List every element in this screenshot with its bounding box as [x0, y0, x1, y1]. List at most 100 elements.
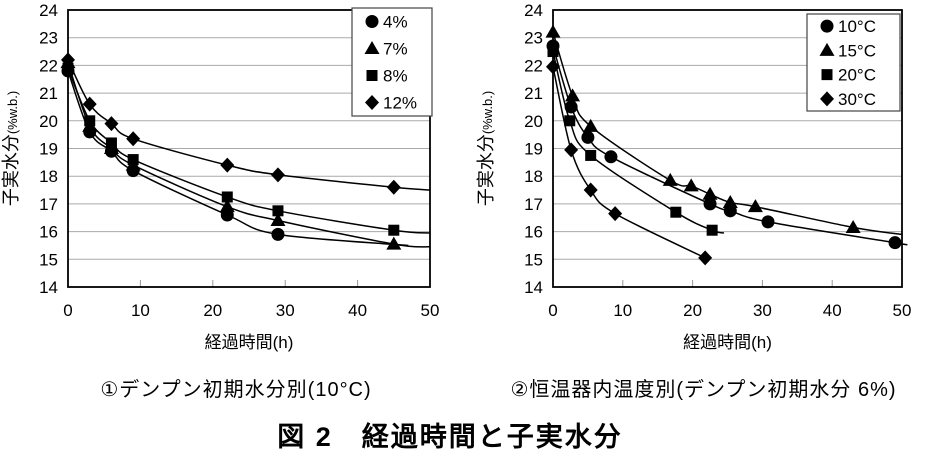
y-tick-label: 20: [524, 112, 543, 131]
series-markers-20°C: [547, 46, 718, 236]
marker-square: [821, 69, 833, 81]
y-tick-label: 23: [524, 29, 543, 48]
chart-left: 14 15 16 17 18 19 20 21 22 23 24 0 10 20 30 40 50 経過時間(h)…: [1, 1, 439, 352]
y-tick-label: 22: [39, 56, 58, 75]
marker-diamond: [270, 167, 285, 183]
marker-square: [547, 46, 559, 58]
y-tick-label: 24: [524, 1, 543, 20]
x-tick-label: 10: [613, 301, 632, 320]
marker-triangle: [747, 199, 763, 213]
marker-triangle: [545, 24, 561, 38]
marker-diamond: [564, 142, 579, 158]
marker-triangle: [583, 118, 599, 132]
y-tick-label: 17: [524, 195, 543, 214]
x-tick-label: 30: [276, 301, 295, 320]
charts-canvas: 14 15 16 17 18 19 20 21 22 23 24 0 10 20 30 40 50 経過時間(h)…: [1, 1, 912, 352]
caption-chart-left: ①デンプン初期水分別(10°C): [100, 379, 372, 401]
marker-circle: [604, 150, 618, 164]
marker-triangle: [386, 236, 402, 250]
x-tick-label: 20: [203, 301, 222, 320]
y-tick-label: 21: [39, 84, 58, 103]
marker-triangle: [722, 195, 738, 209]
y-tick-label: 17: [39, 195, 58, 214]
y-tick-label: 14: [39, 278, 58, 297]
y-axis-title: 子実水分(%w.b.): [476, 91, 496, 206]
marker-square: [221, 191, 233, 203]
y-tick-label: 22: [524, 56, 543, 75]
legend-box: [351, 7, 433, 117]
series-line-20°C: [552, 51, 725, 234]
marker-diamond: [583, 182, 598, 198]
marker-diamond: [104, 116, 119, 132]
y-tick-label: 15: [39, 250, 58, 269]
marker-square: [706, 224, 718, 236]
marker-square: [585, 149, 597, 161]
marker-triangle: [219, 199, 235, 213]
legend-label-20°C: 20°C: [838, 66, 876, 85]
y-tick-label: 14: [524, 278, 543, 297]
marker-triangle: [702, 186, 718, 200]
plot-border: [552, 9, 903, 288]
marker-diamond: [820, 91, 834, 107]
y-tick-label: 16: [524, 223, 543, 242]
x-tick-label: 10: [131, 301, 150, 320]
marker-diamond: [386, 179, 401, 195]
marker-diamond: [220, 157, 235, 173]
y-tick-label: 15: [524, 250, 543, 269]
marker-diamond: [365, 95, 379, 110]
x-tick-label: 0: [548, 301, 557, 320]
plot-border: [67, 9, 431, 288]
legend: 4% 7% 8% 12%: [351, 7, 433, 117]
series-markers-30°C: [546, 59, 713, 266]
marker-square: [105, 137, 117, 149]
marker-circle: [564, 100, 578, 114]
series-line-12%: [67, 59, 431, 191]
y-tick-label: 18: [524, 167, 543, 186]
figure-title: 図 2 経過時間と子実水分: [277, 422, 623, 452]
marker-circle: [365, 15, 379, 28]
marker-circle: [703, 197, 717, 211]
y-tick-label: 24: [39, 1, 58, 20]
marker-square: [272, 205, 284, 217]
y-axis-title: 子実水分(%w.b.): [1, 91, 21, 206]
marker-triangle: [565, 88, 581, 102]
marker-circle: [581, 130, 595, 144]
marker-square: [84, 115, 96, 127]
legend-label-7%: 7%: [383, 40, 408, 59]
x-tick-label: 40: [823, 301, 842, 320]
caption-chart-right: ②恒温器内温度別(デンプン初期水分 6%): [510, 379, 897, 401]
marker-diamond: [82, 96, 97, 112]
series-markers-7%: [60, 55, 402, 250]
marker-square: [388, 224, 400, 236]
series-markers-10°C: [546, 39, 902, 250]
marker-triangle: [683, 178, 699, 192]
series-markers-15°C: [545, 24, 861, 233]
y-tick-label: 23: [39, 29, 58, 48]
marker-triangle: [364, 41, 380, 54]
y-tick-label: 20: [39, 112, 58, 131]
marker-square: [62, 62, 74, 74]
marker-square: [366, 70, 378, 81]
x-axis-title: 経過時間(h): [683, 333, 772, 352]
marker-triangle: [819, 42, 835, 56]
y-tick-label: 16: [39, 223, 58, 242]
marker-circle: [820, 19, 834, 33]
marker-triangle: [845, 219, 861, 233]
x-axis-title: 経過時間(h): [205, 333, 294, 352]
x-tick-label: 30: [753, 301, 772, 320]
x-tick-label: 0: [63, 301, 72, 320]
legend-label-15°C: 15°C: [838, 41, 876, 60]
marker-diamond: [546, 59, 560, 75]
x-tick-label: 50: [421, 301, 440, 320]
marker-diamond: [608, 206, 623, 222]
marker-square: [564, 115, 576, 127]
legend-label-30°C: 30°C: [838, 90, 876, 109]
x-tick-label: 50: [893, 301, 912, 320]
marker-circle: [888, 236, 902, 250]
legend-label-4%: 4%: [383, 13, 408, 32]
y-tick-label: 21: [524, 84, 543, 103]
legend-label-8%: 8%: [383, 67, 408, 86]
marker-circle: [761, 215, 775, 229]
x-tick-label: 40: [348, 301, 367, 320]
